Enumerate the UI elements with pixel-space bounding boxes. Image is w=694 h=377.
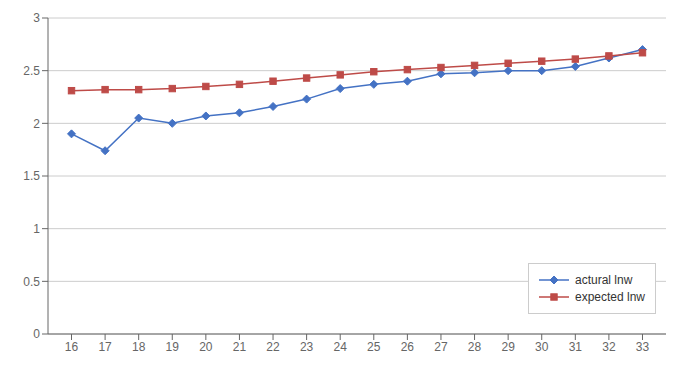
svg-text:0: 0 xyxy=(33,327,40,341)
svg-text:27: 27 xyxy=(434,340,448,354)
svg-text:2.5: 2.5 xyxy=(23,64,40,78)
html-text:expected lnw: expected lnw xyxy=(575,290,645,304)
svg-text:17: 17 xyxy=(98,340,112,354)
svg-text:0.5: 0.5 xyxy=(23,275,40,289)
svg-text:33: 33 xyxy=(636,340,650,354)
svg-text:20: 20 xyxy=(199,340,213,354)
svg-text:31: 31 xyxy=(569,340,583,354)
svg-text:1.5: 1.5 xyxy=(23,169,40,183)
svg-text:30: 30 xyxy=(535,340,549,354)
svg-text:25: 25 xyxy=(367,340,381,354)
html-text:actural lnw: actural lnw xyxy=(575,273,633,287)
svg-text:29: 29 xyxy=(501,340,515,354)
svg-text:19: 19 xyxy=(166,340,180,354)
svg-text:21: 21 xyxy=(233,340,247,354)
svg-text:18: 18 xyxy=(132,340,146,354)
svg-text:22: 22 xyxy=(266,340,280,354)
svg-text:2: 2 xyxy=(33,117,40,131)
svg-text:3: 3 xyxy=(33,11,40,25)
svg-text:1: 1 xyxy=(33,222,40,236)
svg-text:23: 23 xyxy=(300,340,314,354)
svg-text:24: 24 xyxy=(334,340,348,354)
svg-text:32: 32 xyxy=(602,340,616,354)
svg-text:28: 28 xyxy=(468,340,482,354)
svg-text:26: 26 xyxy=(401,340,415,354)
svg-text:16: 16 xyxy=(65,340,79,354)
